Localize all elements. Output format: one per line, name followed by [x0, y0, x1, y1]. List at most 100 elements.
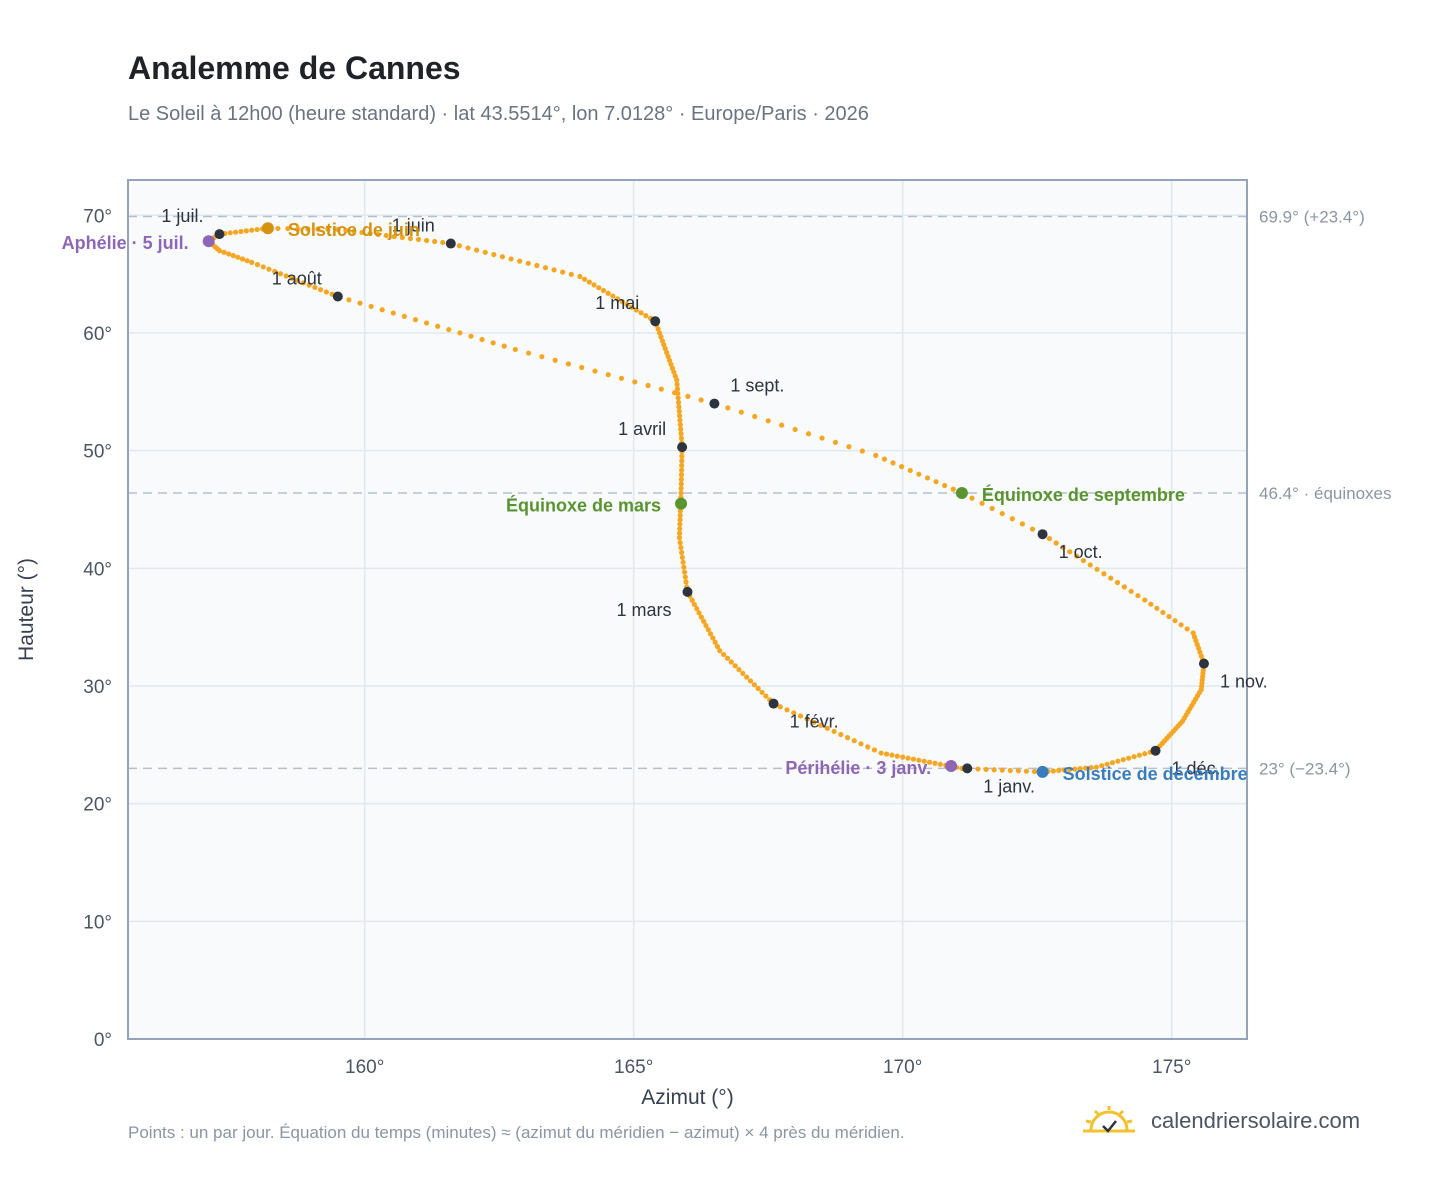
daily-point	[1142, 751, 1148, 757]
daily-point	[1083, 765, 1089, 771]
daily-point	[683, 579, 689, 585]
daily-point	[1066, 766, 1073, 773]
month-marker	[1150, 745, 1161, 756]
daily-point	[859, 448, 865, 454]
daily-point	[1061, 767, 1067, 773]
month-marker	[214, 229, 225, 240]
daily-point	[871, 747, 878, 753]
daily-point	[732, 663, 738, 669]
daily-point	[577, 273, 583, 280]
daily-point	[525, 260, 531, 266]
daily-point	[565, 361, 572, 367]
daily-point	[851, 738, 857, 744]
daily-point	[643, 313, 649, 319]
daily-point	[490, 340, 496, 346]
daily-point	[491, 251, 497, 258]
daily-point	[624, 301, 630, 308]
daily-point	[921, 758, 927, 764]
daily-point	[367, 230, 373, 237]
y-tick-label: 40°	[83, 559, 112, 580]
daily-point	[1128, 588, 1134, 594]
month-label: 1 mars	[616, 600, 671, 620]
month-label: 1 janv.	[983, 776, 1035, 796]
daily-point	[325, 226, 331, 232]
daily-point	[655, 326, 661, 332]
daily-point	[560, 269, 566, 275]
sun-check-icon	[1083, 1106, 1135, 1133]
event-label: Périhélie · 3 janv.	[785, 758, 931, 778]
daily-point	[677, 526, 683, 532]
daily-point	[899, 464, 905, 470]
daily-point	[710, 635, 716, 641]
event-label: Équinoxe de septembre	[982, 484, 1185, 505]
daily-point	[614, 296, 621, 302]
daily-point	[736, 666, 742, 673]
daily-point	[679, 458, 685, 464]
daily-point	[359, 229, 365, 236]
daily-point	[751, 682, 757, 688]
daily-point	[712, 639, 718, 645]
daily-point	[383, 232, 389, 239]
daily-point	[937, 761, 943, 767]
daily-point	[526, 350, 532, 356]
daily-point	[432, 238, 438, 245]
daily-point	[1172, 618, 1178, 624]
daily-point	[346, 297, 352, 303]
daily-point	[844, 735, 851, 741]
daily-point	[942, 482, 948, 489]
daily-point	[698, 397, 704, 403]
daily-point	[1142, 597, 1148, 603]
plot-area	[128, 180, 1247, 1039]
daily-point	[691, 601, 698, 608]
daily-point	[221, 249, 227, 255]
daily-point	[694, 606, 700, 612]
daily-point	[865, 744, 871, 750]
daily-point	[671, 390, 678, 396]
daily-point	[1088, 765, 1094, 771]
daily-point	[1104, 761, 1110, 767]
month-marker	[962, 763, 973, 774]
daily-point	[676, 408, 682, 414]
daily-point	[682, 574, 688, 580]
daily-point	[658, 334, 664, 340]
daily-point	[343, 227, 349, 234]
daily-point	[665, 353, 671, 360]
daily-point	[335, 226, 341, 233]
daily-point	[668, 361, 674, 367]
daily-point	[969, 495, 975, 501]
daily-point	[542, 265, 549, 271]
daily-point	[991, 767, 997, 773]
daily-point	[517, 258, 523, 264]
month-marker	[445, 238, 456, 249]
daily-point	[678, 485, 684, 492]
daily-point	[664, 349, 670, 356]
brand[interactable]: calendriersolaire.com	[1083, 1104, 1360, 1138]
daily-point	[1077, 765, 1083, 772]
daily-point	[926, 759, 933, 765]
daily-point	[1166, 613, 1172, 620]
daily-point	[415, 236, 422, 243]
daily-point	[721, 651, 727, 658]
y-tick-label: 10°	[83, 912, 112, 933]
daily-point	[678, 435, 685, 441]
daily-point	[232, 229, 239, 235]
daily-point	[357, 300, 363, 306]
reference-line-label: 69.9° (+23.4°)	[1259, 207, 1365, 226]
daily-point	[317, 287, 324, 293]
month-marker	[682, 586, 693, 597]
daily-point	[534, 262, 540, 269]
daily-point	[249, 227, 255, 233]
month-marker	[1198, 658, 1209, 669]
daily-point	[677, 512, 683, 518]
y-axis-label: Hauteur (°)	[15, 558, 38, 661]
event-marker	[1036, 765, 1049, 778]
month-label: 1 avril	[618, 419, 666, 439]
daily-point	[676, 535, 683, 541]
daily-point	[933, 479, 939, 485]
daily-point	[1160, 609, 1166, 616]
daily-point	[260, 264, 266, 270]
daily-point	[1050, 768, 1056, 774]
daily-point	[390, 310, 396, 316]
x-tick-label: 175°	[1152, 1057, 1191, 1078]
daily-point	[249, 259, 255, 265]
